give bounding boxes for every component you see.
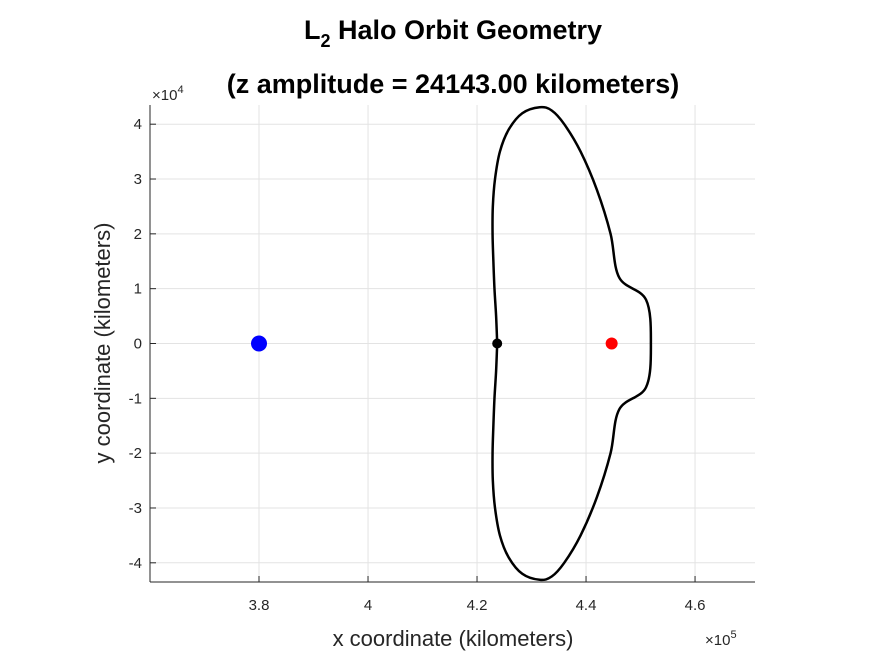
x-tick-labels: 3.8 4 4.2 4.4 4.6 bbox=[249, 597, 706, 614]
y-tick-label: 4 bbox=[134, 116, 142, 133]
marker-group bbox=[251, 335, 618, 352]
orbit-curve-group bbox=[491, 105, 653, 582]
y-tick-label: 2 bbox=[134, 226, 142, 243]
y-tick-label: -4 bbox=[129, 555, 142, 572]
y-tick-label: 3 bbox=[134, 171, 142, 188]
y-tick-label: 0 bbox=[134, 336, 142, 353]
y-tick-labels: -4 -3 -2 -1 0 1 2 3 4 bbox=[129, 116, 142, 572]
y-tick-label: 1 bbox=[134, 281, 142, 298]
x-tick-label: 4.6 bbox=[685, 597, 706, 614]
plot-area: 3.8 4 4.2 4.4 4.6 -4 -3 -2 -1 0 1 2 3 4 bbox=[129, 105, 755, 614]
y-exponent-label: ×104 bbox=[152, 84, 184, 104]
x-tick-label: 4.4 bbox=[576, 597, 597, 614]
x-tick-label: 4.2 bbox=[467, 597, 488, 614]
y-tick-label: -2 bbox=[129, 445, 142, 462]
y-axis-label: y coordinate (kilometers) bbox=[90, 223, 115, 464]
x-tick-label: 4 bbox=[364, 597, 372, 614]
grid-lines bbox=[150, 105, 755, 582]
axes bbox=[149, 105, 755, 583]
y-tick-label: -1 bbox=[129, 390, 142, 407]
orbit-curve bbox=[491, 105, 653, 582]
x-tick-label: 3.8 bbox=[249, 597, 270, 614]
chart-title-line1: L2 Halo Orbit Geometry bbox=[304, 15, 602, 51]
data-point bbox=[605, 337, 618, 350]
y-tick-label: -3 bbox=[129, 500, 142, 517]
data-point bbox=[251, 335, 268, 352]
x-exponent-label: ×105 bbox=[705, 629, 737, 649]
chart-title-line2: (z amplitude = 24143.00 kilometers) bbox=[227, 69, 679, 99]
data-point bbox=[492, 338, 503, 349]
x-axis-label: x coordinate (kilometers) bbox=[333, 626, 574, 651]
